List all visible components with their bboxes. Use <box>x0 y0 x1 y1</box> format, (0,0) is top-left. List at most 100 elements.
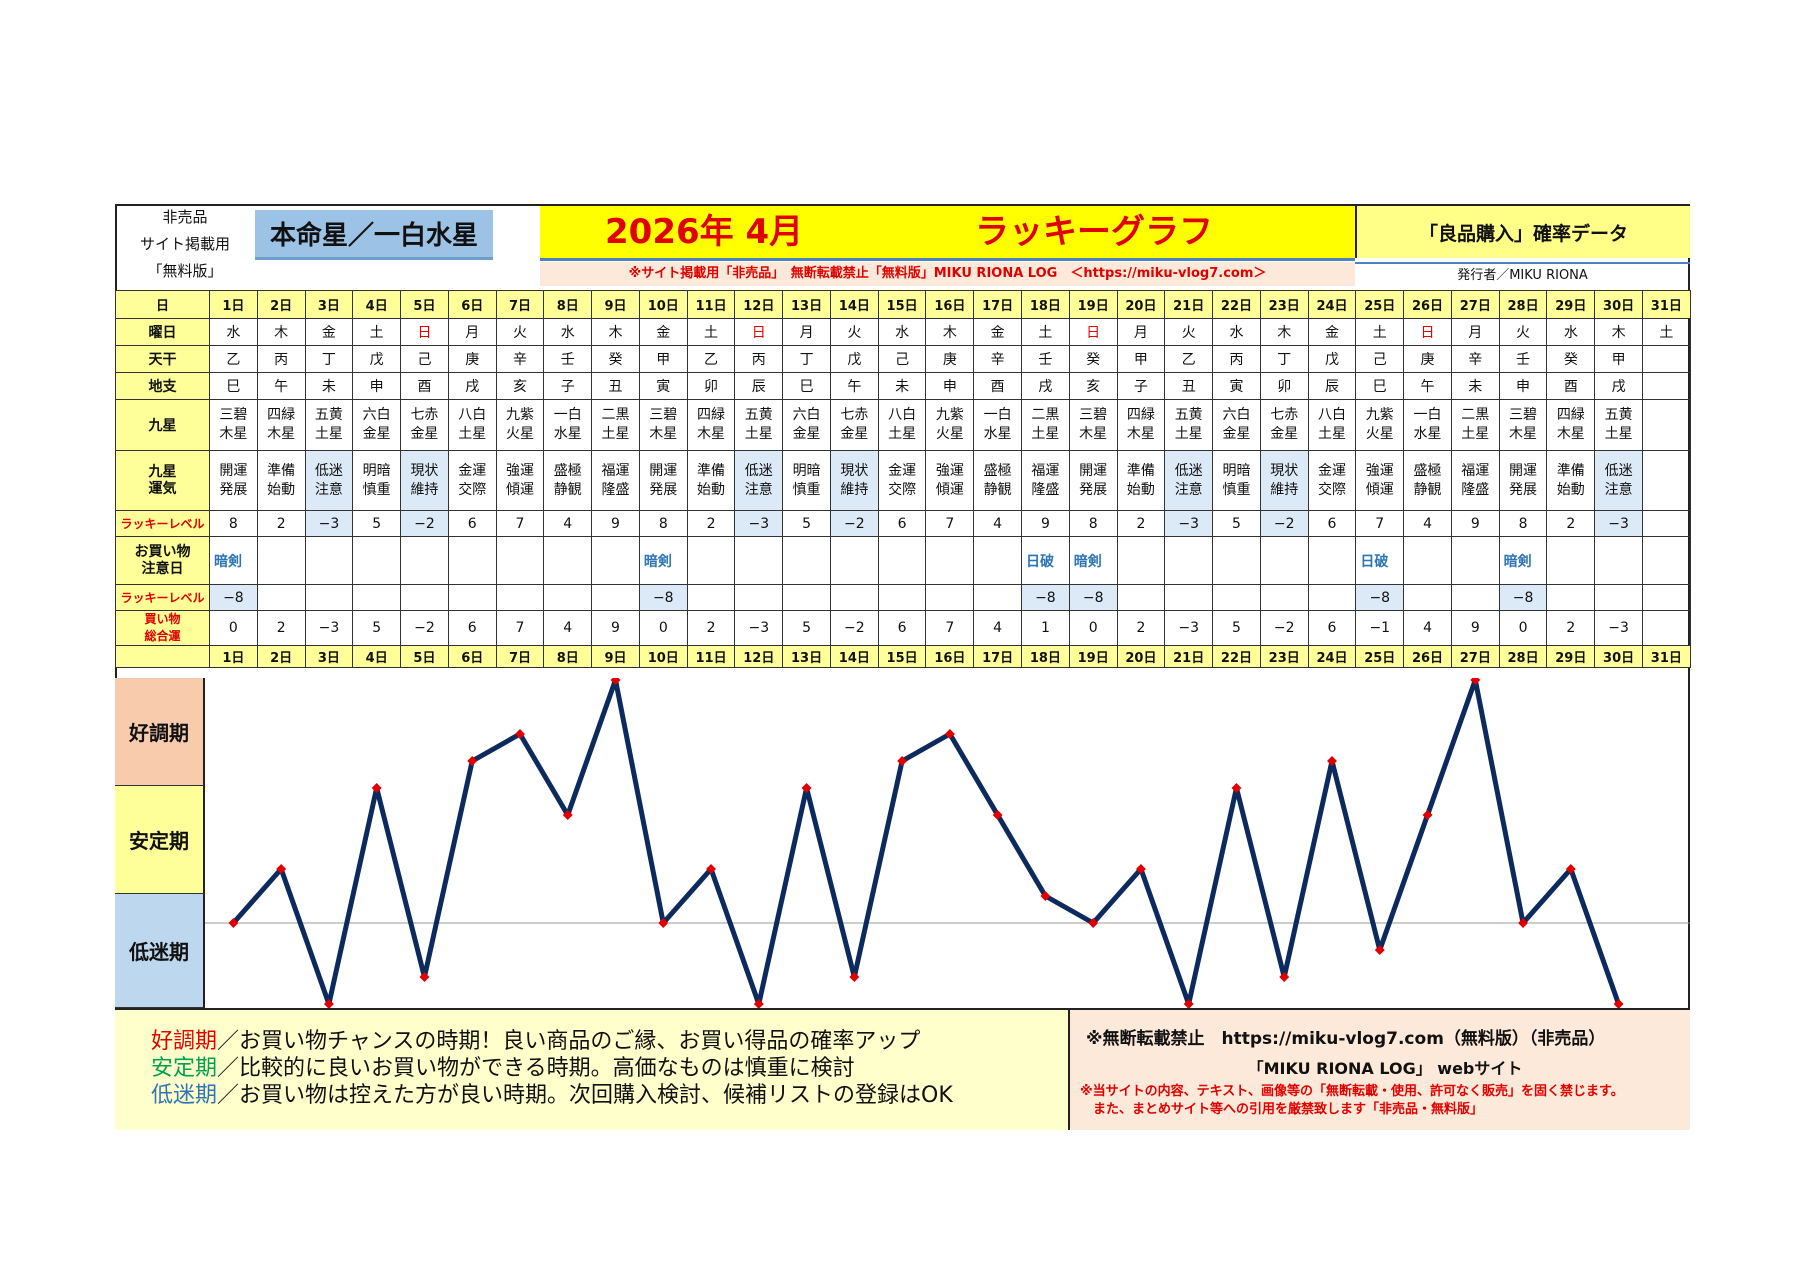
lucky-level-cell: 6 <box>877 510 927 537</box>
lucky-level2-cell <box>256 584 306 611</box>
day-cell: 14日 <box>829 290 879 319</box>
site-name: 「MIKU RIONA LOG」 webサイト <box>1247 1059 1523 1078</box>
day-cell: 12日 <box>734 645 784 668</box>
lucky-level2-cell: −8 <box>1068 584 1118 611</box>
notice-text: ※サイト掲載用「非売品」 無断転載禁止「無料版」MIKU RIONA LOG ＜… <box>540 262 1355 286</box>
unki-cell: 福運 隆盛 <box>1450 450 1500 511</box>
unki-text: 盛極 <box>553 462 582 479</box>
day-cell: 8日 <box>543 290 593 319</box>
chishi-cell: 未 <box>304 372 354 400</box>
caution-cell <box>1594 536 1643 585</box>
lucky-level2-cell <box>686 584 736 611</box>
lucky-level2-cell <box>1212 584 1261 611</box>
lucky-level2-cell <box>447 584 497 611</box>
weekday-cell: 月 <box>782 318 831 346</box>
unki-text: 注意 <box>1174 481 1203 498</box>
day-cell: 9日 <box>591 290 640 319</box>
kyusei-text: 火星 <box>935 426 964 442</box>
chishi-cell: 午 <box>829 372 879 400</box>
good-label: 好調期 <box>151 1029 218 1054</box>
kyusei-text: 二黒 <box>1031 407 1060 423</box>
kyusei-cell: 五黄 土星 <box>1164 399 1214 451</box>
chishi-cell: 午 <box>256 372 306 400</box>
lucky-level2-cell <box>734 584 784 611</box>
kyusei-text: 金星 <box>362 426 391 442</box>
caution-cell: 暗剣 <box>638 536 688 585</box>
tenkan-cell: 辛 <box>1450 345 1500 373</box>
total-cell: 2 <box>256 610 306 646</box>
day-cell: 23日 <box>1259 645 1309 668</box>
kyusei-text: 九紫 <box>935 407 964 423</box>
chishi-cell: 寅 <box>638 372 688 400</box>
tenkan-cell: 癸 <box>1068 345 1118 373</box>
data-point <box>515 729 525 739</box>
unki-text: 発展 <box>1079 481 1108 498</box>
chishi-cell: 丑 <box>591 372 640 400</box>
chishi-cell: 辰 <box>734 372 784 400</box>
unki-text: 低迷 <box>1604 462 1633 479</box>
kyusei-text: 土星 <box>744 426 773 442</box>
series-line <box>231 678 1621 1007</box>
kyusei-cell: 二黒 土星 <box>1450 399 1500 451</box>
weekday-cell: 火 <box>1164 318 1214 346</box>
lucky-level-cell: 4 <box>543 510 593 537</box>
lucky-level2-cell <box>829 584 879 611</box>
row-label <box>115 645 210 668</box>
tenkan-cell: 乙 <box>1164 345 1214 373</box>
kyusei-cell: 一白 水星 <box>1403 399 1452 451</box>
unki-cell <box>1641 450 1691 511</box>
kyusei-text: 七赤 <box>410 407 439 423</box>
unki-text: 慎重 <box>362 481 391 498</box>
data-point <box>1135 864 1146 874</box>
unki-text: 静観 <box>1413 481 1442 498</box>
day-cell: 1日 <box>209 290 258 319</box>
chishi-cell: 丑 <box>1164 372 1214 400</box>
day-cell: 15日 <box>877 290 927 319</box>
unki-text: 準備 <box>267 462 296 479</box>
kyusei-text: 火星 <box>1365 426 1394 442</box>
weekday-cell: 木 <box>925 318 975 346</box>
probability-label: 「良品購入」確率データ <box>1355 206 1690 258</box>
unki-text: 交際 <box>888 481 917 498</box>
kyusei-text: 六白 <box>362 407 391 423</box>
row-label: 天干 <box>115 345 210 373</box>
kyusei-cell: 八白 土星 <box>1307 399 1357 451</box>
tenkan-cell: 丙 <box>256 345 306 373</box>
chishi-cell: 巳 <box>782 372 831 400</box>
unki-text: 明暗 <box>1222 462 1251 479</box>
data-point <box>1470 678 1481 685</box>
tenkan-cell: 乙 <box>686 345 736 373</box>
day-cell: 19日 <box>1068 645 1118 668</box>
header-note: 非売品 サイト掲載用 「無料版」 <box>115 204 255 286</box>
unki-text: 静観 <box>983 481 1012 498</box>
tenkan-cell: 壬 <box>543 345 593 373</box>
day-cell: 25日 <box>1355 290 1405 319</box>
kyusei-cell: 四緑 木星 <box>1116 399 1166 451</box>
data-point <box>1279 972 1290 982</box>
caution-cell <box>1164 536 1214 585</box>
day-cell: 13日 <box>782 645 831 668</box>
day-cell: 20日 <box>1116 645 1166 668</box>
total-cell: 5 <box>1212 610 1261 646</box>
kyusei-text: 四緑 <box>697 407 726 423</box>
unki-text: 金運 <box>1317 462 1346 479</box>
day-cell: 3日 <box>304 290 354 319</box>
lucky-level2-cell <box>973 584 1023 611</box>
zone-stable: 安定期 <box>115 786 205 894</box>
kyusei-text: 四緑 <box>1126 407 1155 423</box>
honmei-label: 本命星／一白水星 <box>255 210 493 260</box>
lucky-level2-cell <box>1116 584 1166 611</box>
data-point <box>1088 918 1099 928</box>
unki-cell: 明暗 慎重 <box>782 450 831 511</box>
unki-cell: 金運 交際 <box>1307 450 1357 511</box>
unki-text: 準備 <box>1126 462 1155 479</box>
lucky-level2-cell: −8 <box>1021 584 1070 611</box>
unki-text: 強運 <box>1365 462 1394 479</box>
kyusei-text: 土星 <box>1604 426 1633 442</box>
unki-cell: 明暗 慎重 <box>352 450 402 511</box>
unki-text: 盛極 <box>983 462 1012 479</box>
kyusei-cell: 五黄 土星 <box>1594 399 1643 451</box>
data-point <box>228 918 239 928</box>
day-cell: 3日 <box>304 645 354 668</box>
caution-cell <box>973 536 1023 585</box>
